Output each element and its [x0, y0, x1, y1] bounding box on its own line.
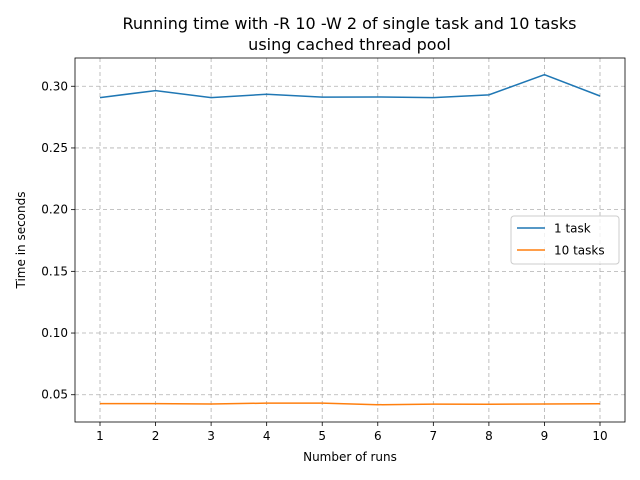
legend-label-10-tasks: 10 tasks — [554, 244, 605, 258]
y-tick-label: 0.30 — [41, 79, 68, 93]
x-tick-label: 9 — [541, 429, 549, 443]
series-line-1-task — [99, 73, 601, 99]
x-tick-label: 1 — [96, 429, 104, 443]
y-tick-label: 0.20 — [41, 203, 68, 217]
series-line-10-tasks — [100, 402, 601, 406]
legend: 1 task 10 tasks — [510, 215, 620, 265]
grid — [75, 58, 625, 422]
x-axis-label: Number of runs — [303, 450, 397, 464]
legend-label-1-task: 1 task — [554, 222, 591, 236]
y-tick-label: 0.10 — [41, 326, 68, 340]
y-tick-label: 0.05 — [41, 388, 68, 402]
x-tick-label: 6 — [374, 429, 382, 443]
ticks: 1 2 3 4 5 6 7 8 9 10 0.05 0.10 0.15 0.20 0.25 0.30 — [41, 79, 607, 443]
series-layer — [99, 73, 601, 406]
x-tick-label: 8 — [485, 429, 493, 443]
y-tick-label: 0.25 — [41, 141, 68, 155]
chart-title-line-2: using cached thread pool — [248, 35, 451, 54]
plot-frame — [74, 57, 626, 423]
x-tick-label: 7 — [430, 429, 438, 443]
x-tick-label: 3 — [207, 429, 215, 443]
x-tick-label: 4 — [263, 429, 271, 443]
x-tick-label: 5 — [318, 429, 326, 443]
y-axis-label: Time in seconds — [14, 192, 28, 290]
x-tick-label: 2 — [152, 429, 160, 443]
x-tick-label: 10 — [592, 429, 607, 443]
y-tick-label: 0.15 — [41, 264, 68, 278]
chart-title-line-1: Running time with -R 10 -W 2 of single t… — [122, 14, 576, 33]
